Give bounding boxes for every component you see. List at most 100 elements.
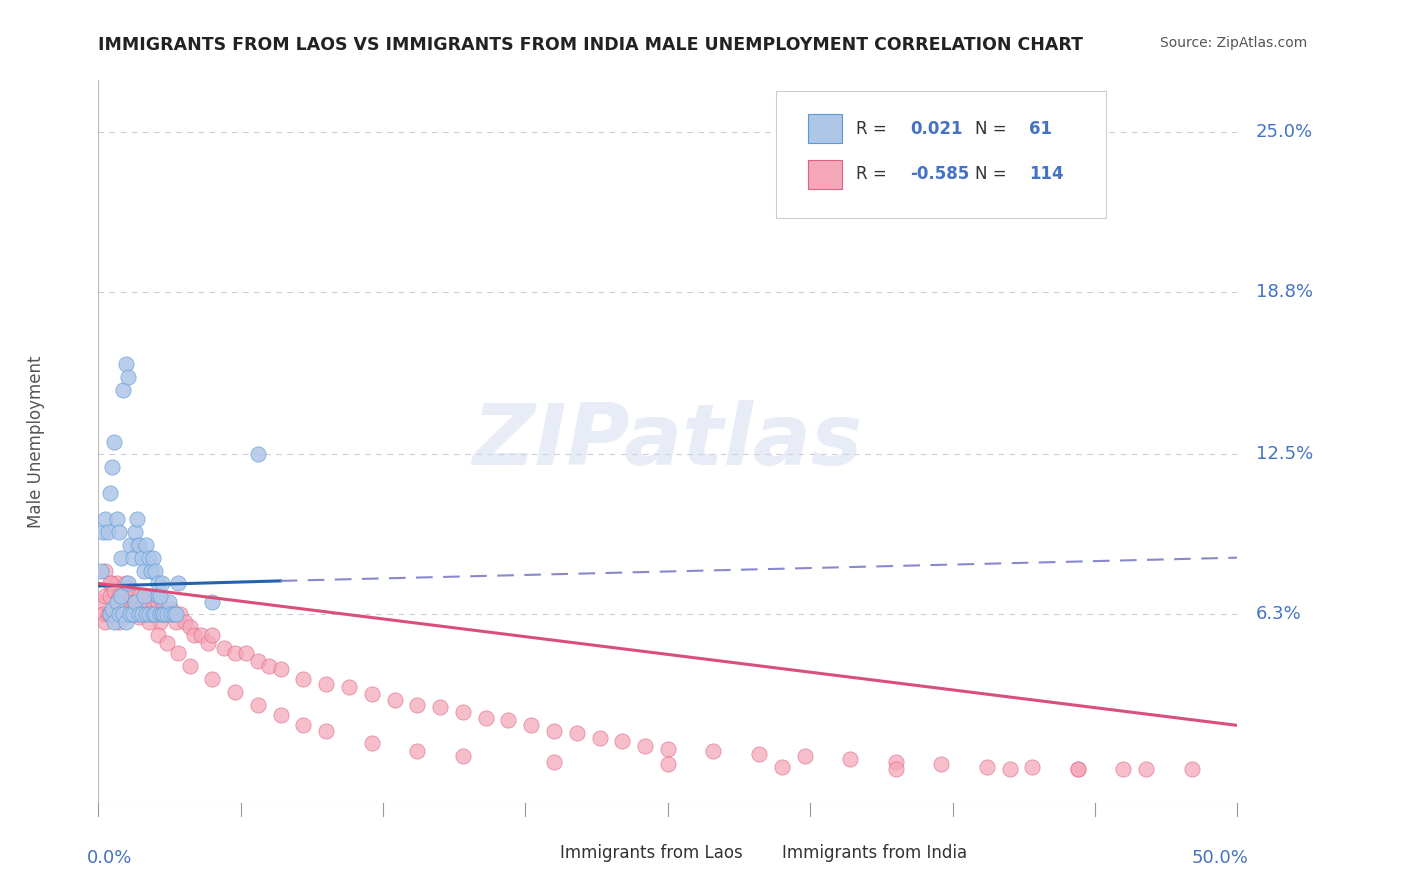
Bar <box>742 843 773 871</box>
Point <box>150 576 173 591</box>
Point <box>146 628 169 642</box>
Point <box>94 512 117 526</box>
Point <box>91 607 114 622</box>
Point <box>153 607 176 622</box>
Point <box>112 383 135 397</box>
Point <box>101 602 124 616</box>
Text: 50.0%: 50.0% <box>1192 849 1249 867</box>
Point <box>839 752 862 766</box>
Point <box>94 564 117 578</box>
Point <box>190 628 212 642</box>
Point <box>748 747 770 761</box>
Point <box>770 760 793 774</box>
Point <box>103 607 125 622</box>
Point <box>315 677 337 691</box>
Point <box>132 594 155 608</box>
Point <box>112 594 135 608</box>
Point <box>121 607 143 622</box>
Point <box>384 692 406 706</box>
Point <box>96 607 118 622</box>
Point <box>110 590 132 604</box>
Point <box>149 590 172 604</box>
Point <box>315 723 337 738</box>
Point <box>1112 762 1135 776</box>
Point <box>162 607 184 622</box>
Point <box>114 357 136 371</box>
Point <box>110 550 132 565</box>
Point <box>451 706 474 720</box>
Point <box>1021 760 1043 774</box>
Point <box>153 607 176 622</box>
Point <box>146 590 169 604</box>
Text: 18.8%: 18.8% <box>1256 283 1313 301</box>
Point <box>108 615 131 630</box>
Point <box>91 524 114 539</box>
Point <box>543 723 565 738</box>
Point <box>132 590 155 604</box>
Point <box>105 512 128 526</box>
Point <box>94 590 117 604</box>
Point <box>998 762 1021 776</box>
Point <box>131 550 153 565</box>
Point <box>90 564 112 578</box>
Point <box>292 672 315 686</box>
Point <box>179 659 201 673</box>
Point <box>976 760 998 774</box>
Point <box>612 734 634 748</box>
Point <box>94 615 117 630</box>
Point <box>156 607 179 622</box>
Point <box>657 757 679 772</box>
Point <box>117 590 139 604</box>
Point <box>360 736 382 750</box>
Point <box>142 594 165 608</box>
Point <box>108 607 131 622</box>
Point <box>197 636 219 650</box>
Point <box>520 718 543 732</box>
Point <box>657 741 679 756</box>
Point <box>929 757 952 772</box>
Point <box>101 460 124 475</box>
Point <box>121 550 143 565</box>
Point <box>160 602 183 616</box>
Point <box>105 594 128 608</box>
Point <box>259 659 281 673</box>
Point <box>110 607 132 622</box>
Point <box>105 576 128 591</box>
Point <box>246 447 269 461</box>
Point <box>165 615 187 630</box>
Point <box>121 602 143 616</box>
Point <box>165 607 187 622</box>
Point <box>360 687 382 701</box>
Point <box>429 700 451 714</box>
Point <box>120 538 142 552</box>
Point <box>105 607 128 622</box>
Point <box>224 685 246 699</box>
Point <box>127 512 149 526</box>
Point <box>101 607 124 622</box>
Point <box>157 594 180 608</box>
Point <box>103 584 125 599</box>
Point <box>103 434 125 449</box>
Point <box>174 615 197 630</box>
Point <box>145 607 167 622</box>
Text: N =: N = <box>976 165 1007 183</box>
Point <box>128 590 150 604</box>
Point <box>588 731 610 746</box>
Point <box>156 607 179 622</box>
Text: R =: R = <box>856 165 887 183</box>
Point <box>183 628 205 642</box>
Point <box>145 607 167 622</box>
Point <box>112 607 135 622</box>
Point <box>1067 762 1090 776</box>
Point <box>114 615 136 630</box>
Text: ZIPatlas: ZIPatlas <box>472 400 863 483</box>
Point <box>121 607 143 622</box>
Bar <box>808 114 842 143</box>
Point <box>337 680 360 694</box>
Point <box>235 646 257 660</box>
Point <box>474 711 496 725</box>
Text: 61: 61 <box>1029 120 1052 137</box>
Point <box>1067 762 1090 776</box>
Point <box>270 708 292 723</box>
Point <box>142 607 165 622</box>
